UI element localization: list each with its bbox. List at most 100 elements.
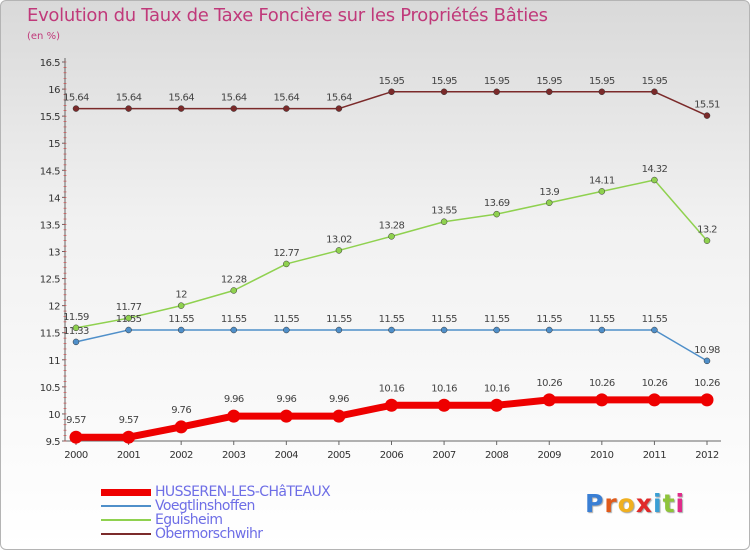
data-label: 11.55 xyxy=(274,314,300,325)
data-label: 13.55 xyxy=(431,206,457,217)
data-point xyxy=(177,326,185,334)
data-point xyxy=(440,218,448,225)
data-point xyxy=(493,326,500,334)
legend-swatch xyxy=(101,488,151,496)
x-tick-label: 2005 xyxy=(327,450,351,461)
x-tick-label: 2002 xyxy=(169,450,193,461)
data-point xyxy=(279,409,293,423)
data-label: 9.57 xyxy=(119,415,139,426)
data-label: 15.64 xyxy=(274,93,300,104)
legend-item: Eguisheim xyxy=(101,513,330,527)
y-tick-label: 11.5 xyxy=(40,329,60,340)
data-label: 9.76 xyxy=(171,405,191,416)
y-tick-label: 12.5 xyxy=(40,275,60,286)
data-point xyxy=(230,105,237,112)
data-point xyxy=(125,326,132,334)
data-point xyxy=(437,398,451,412)
data-label: 10.26 xyxy=(536,378,562,389)
legend-label: HUSSEREN-LES-CHâTEAUX xyxy=(155,484,331,500)
y-tick-label: 10.5 xyxy=(40,383,60,394)
data-point xyxy=(546,88,553,96)
data-point xyxy=(542,393,556,407)
data-point xyxy=(227,409,241,423)
chart-title: Evolution du Taux de Taxe Foncière sur l… xyxy=(27,5,548,26)
data-point xyxy=(388,326,395,334)
y-tick-label: 11 xyxy=(48,356,60,367)
data-label: 13.2 xyxy=(697,225,717,236)
data-point xyxy=(651,326,658,334)
data-point xyxy=(72,338,80,346)
logo-letter: i xyxy=(675,489,686,518)
x-tick-label: 2012 xyxy=(695,450,719,461)
y-tick-label: 13.5 xyxy=(40,220,60,231)
data-label: 11.55 xyxy=(642,314,668,325)
series-line xyxy=(75,179,708,329)
data-label: 10.16 xyxy=(484,383,510,394)
data-label: 15.64 xyxy=(116,93,142,104)
y-tick-label: 16.5 xyxy=(40,58,60,69)
logo-letter: x xyxy=(635,489,653,518)
y-tick-label: 14 xyxy=(48,193,60,204)
data-label: 15.95 xyxy=(536,76,562,87)
data-label: 15.95 xyxy=(431,76,457,87)
chart-legend: HUSSEREN-LES-CHâTEAUX Voegtlinshoffen Eg… xyxy=(101,484,331,541)
data-point xyxy=(595,393,609,407)
data-label: 15.95 xyxy=(379,76,405,87)
data-point xyxy=(174,420,188,434)
data-point xyxy=(230,326,237,334)
data-point xyxy=(230,287,237,294)
legend-item: Obermorschwihr xyxy=(101,527,330,541)
data-label: 11.55 xyxy=(326,314,352,325)
data-point xyxy=(546,199,553,207)
data-label: 9.57 xyxy=(66,415,86,426)
data-point xyxy=(332,409,346,423)
data-point xyxy=(177,105,185,112)
data-point xyxy=(283,326,290,334)
data-label: 13.69 xyxy=(484,198,510,209)
data-label: 10.16 xyxy=(431,383,457,394)
y-tick-label: 15 xyxy=(48,139,60,150)
legend-item: HUSSEREN-LES-CHâTEAUX xyxy=(101,484,331,500)
logo-letter: o xyxy=(617,489,636,518)
data-label: 10.26 xyxy=(642,378,668,389)
data-point xyxy=(125,314,132,322)
data-label: 10.16 xyxy=(379,383,405,394)
x-tick-label: 2001 xyxy=(117,450,141,461)
data-point xyxy=(651,88,658,96)
logo-letter: t xyxy=(662,489,676,518)
data-label: 14.32 xyxy=(642,164,668,175)
data-label: 11.55 xyxy=(168,314,194,325)
data-label: 9.96 xyxy=(224,394,244,405)
data-label: 15.64 xyxy=(221,93,247,104)
x-tick-label: 2009 xyxy=(538,450,562,461)
y-tick-label: 9.5 xyxy=(46,437,61,448)
data-point xyxy=(388,233,395,240)
legend-swatch xyxy=(101,505,151,507)
data-label: 13.9 xyxy=(539,187,559,198)
y-tick-label: 14.5 xyxy=(40,166,60,177)
data-label: 15.64 xyxy=(63,93,89,104)
legend-item: Voegtlinshoffen xyxy=(101,499,330,513)
data-point xyxy=(703,357,711,365)
data-point xyxy=(493,210,500,218)
data-point xyxy=(335,105,343,112)
data-point xyxy=(283,105,290,112)
data-point xyxy=(647,393,661,407)
data-point xyxy=(490,398,504,412)
y-tick-label: 10 xyxy=(48,410,60,421)
data-point xyxy=(546,326,553,334)
data-point xyxy=(69,430,83,444)
x-tick-label: 2011 xyxy=(643,450,667,461)
data-point xyxy=(72,105,80,112)
data-label: 13.28 xyxy=(379,220,405,231)
data-point xyxy=(598,88,606,96)
legend-swatch xyxy=(101,533,151,535)
data-label: 9.96 xyxy=(276,394,296,405)
x-tick-label: 2010 xyxy=(590,450,614,461)
chart-subtitle: (en %) xyxy=(27,31,60,42)
data-label: 13.02 xyxy=(326,234,352,245)
data-point xyxy=(335,247,343,254)
data-label: 14.11 xyxy=(589,175,615,186)
x-tick-label: 2000 xyxy=(64,450,88,461)
